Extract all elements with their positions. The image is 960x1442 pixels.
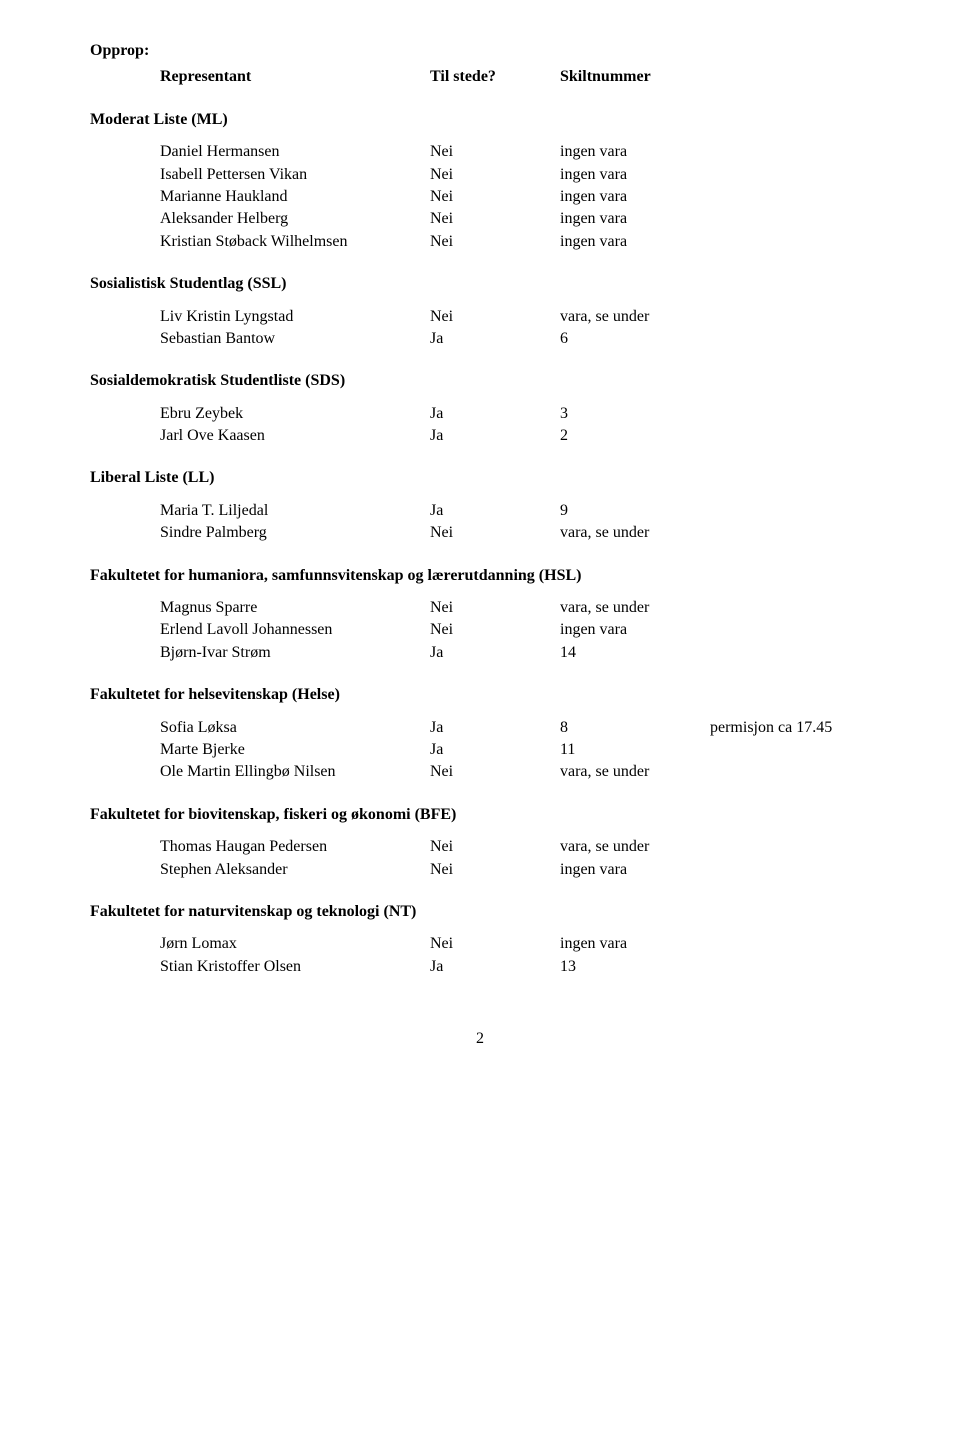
col-tilstede: Til stede?	[430, 66, 560, 88]
rep-status: Nei	[430, 306, 560, 328]
section-heading: Fakultetet for biovitenskap, fiskeri og …	[90, 804, 870, 826]
rep-note: 14	[560, 642, 710, 664]
rep-name: Erlend Lavoll Johannessen	[160, 619, 430, 641]
table-row: Jarl Ove KaasenJa2	[160, 425, 870, 447]
rep-status: Nei	[430, 141, 560, 163]
table-row: Kristian Støback WilhelmsenNeiingen vara	[160, 231, 870, 253]
rep-name: Magnus Sparre	[160, 597, 430, 619]
table-row: Thomas Haugan PedersenNeivara, se under	[160, 836, 870, 858]
table-row: Isabell Pettersen VikanNeiingen vara	[160, 164, 870, 186]
rep-status: Nei	[430, 208, 560, 230]
rep-status: Nei	[430, 859, 560, 881]
table-row: Magnus SparreNeivara, se under	[160, 597, 870, 619]
rep-extra: permisjon ca 17.45	[710, 717, 832, 739]
rep-name: Maria T. Liljedal	[160, 500, 430, 522]
rep-status: Nei	[430, 836, 560, 858]
rep-note: 6	[560, 328, 710, 350]
rep-status: Ja	[430, 500, 560, 522]
rep-name: Stian Kristoffer Olsen	[160, 956, 430, 978]
rep-status: Ja	[430, 956, 560, 978]
table-row: Jørn LomaxNeiingen vara	[160, 933, 870, 955]
section-heading: Sosialistisk Studentlag (SSL)	[90, 273, 870, 295]
section-heading: Fakultetet for humaniora, samfunnsvitens…	[90, 565, 870, 587]
rep-note: ingen vara	[560, 186, 710, 208]
table-row: Liv Kristin LyngstadNeivara, se under	[160, 306, 870, 328]
rep-name: Ole Martin Ellingbø Nilsen	[160, 761, 430, 783]
rep-name: Stephen Aleksander	[160, 859, 430, 881]
rep-status: Nei	[430, 522, 560, 544]
rep-name: Daniel Hermansen	[160, 141, 430, 163]
rep-note: ingen vara	[560, 231, 710, 253]
rep-note: 11	[560, 739, 710, 761]
rep-name: Isabell Pettersen Vikan	[160, 164, 430, 186]
table-row: Sindre PalmbergNeivara, se under	[160, 522, 870, 544]
rep-name: Marte Bjerke	[160, 739, 430, 761]
table-row: Erlend Lavoll JohannessenNeiingen vara	[160, 619, 870, 641]
section-heading: Sosialdemokratisk Studentliste (SDS)	[90, 370, 870, 392]
table-row: Daniel HermansenNeiingen vara	[160, 141, 870, 163]
table-row: Ebru ZeybekJa3	[160, 403, 870, 425]
rep-note: ingen vara	[560, 859, 710, 881]
rep-name: Sebastian Bantow	[160, 328, 430, 350]
rep-status: Nei	[430, 597, 560, 619]
rep-name: Liv Kristin Lyngstad	[160, 306, 430, 328]
table-row: Marte BjerkeJa11	[160, 739, 870, 761]
opprop-heading: Opprop:	[90, 40, 870, 62]
table-row: Sebastian BantowJa6	[160, 328, 870, 350]
rep-name: Jørn Lomax	[160, 933, 430, 955]
rep-status: Ja	[430, 739, 560, 761]
rep-note: vara, se under	[560, 522, 710, 544]
column-headers: Representant Til stede? Skiltnummer	[160, 66, 870, 88]
col-skiltnummer: Skiltnummer	[560, 66, 651, 88]
rep-status: Nei	[430, 231, 560, 253]
rep-status: Nei	[430, 761, 560, 783]
rep-name: Jarl Ove Kaasen	[160, 425, 430, 447]
table-row: Maria T. LiljedalJa9	[160, 500, 870, 522]
table-row: Aleksander HelbergNeiingen vara	[160, 208, 870, 230]
rep-note: 8	[560, 717, 710, 739]
rep-name: Marianne Haukland	[160, 186, 430, 208]
page-number: 2	[90, 1028, 870, 1050]
table-row: Stephen AleksanderNeiingen vara	[160, 859, 870, 881]
rep-name: Bjørn-Ivar Strøm	[160, 642, 430, 664]
rep-note: vara, se under	[560, 836, 710, 858]
rep-name: Thomas Haugan Pedersen	[160, 836, 430, 858]
rep-note: 3	[560, 403, 710, 425]
table-row: Stian Kristoffer OlsenJa13	[160, 956, 870, 978]
rep-note: 13	[560, 956, 710, 978]
table-row: Marianne HauklandNeiingen vara	[160, 186, 870, 208]
section-heading: Fakultetet for naturvitenskap og teknolo…	[90, 901, 870, 923]
rep-note: ingen vara	[560, 164, 710, 186]
rep-note: vara, se under	[560, 597, 710, 619]
rep-name: Sofia Løksa	[160, 717, 430, 739]
col-representant: Representant	[160, 66, 430, 88]
rep-name: Ebru Zeybek	[160, 403, 430, 425]
rep-note: vara, se under	[560, 306, 710, 328]
section-heading: Moderat Liste (ML)	[90, 109, 870, 131]
rep-name: Sindre Palmberg	[160, 522, 430, 544]
rep-name: Aleksander Helberg	[160, 208, 430, 230]
rep-note: 9	[560, 500, 710, 522]
rep-status: Ja	[430, 425, 560, 447]
rep-status: Ja	[430, 642, 560, 664]
rep-status: Nei	[430, 164, 560, 186]
rep-status: Nei	[430, 933, 560, 955]
rep-note: vara, se under	[560, 761, 710, 783]
rep-note: ingen vara	[560, 208, 710, 230]
table-row: Sofia LøksaJa8permisjon ca 17.45	[160, 717, 870, 739]
table-row: Ole Martin Ellingbø NilsenNeivara, se un…	[160, 761, 870, 783]
section-heading: Fakultetet for helsevitenskap (Helse)	[90, 684, 870, 706]
rep-status: Ja	[430, 717, 560, 739]
rep-note: 2	[560, 425, 710, 447]
rep-name: Kristian Støback Wilhelmsen	[160, 231, 430, 253]
rep-note: ingen vara	[560, 619, 710, 641]
table-row: Bjørn-Ivar StrømJa14	[160, 642, 870, 664]
section-heading: Liberal Liste (LL)	[90, 467, 870, 489]
rep-status: Nei	[430, 619, 560, 641]
rep-status: Ja	[430, 403, 560, 425]
rep-note: ingen vara	[560, 141, 710, 163]
rep-status: Nei	[430, 186, 560, 208]
rep-note: ingen vara	[560, 933, 710, 955]
rep-status: Ja	[430, 328, 560, 350]
